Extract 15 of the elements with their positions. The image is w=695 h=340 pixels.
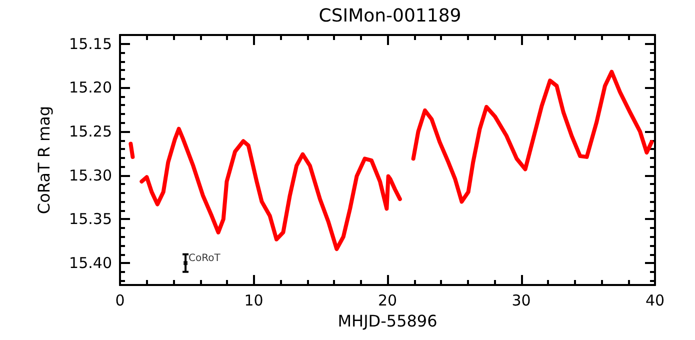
y-tick-label: 15.40 — [69, 254, 112, 272]
y-tick-label: 15.35 — [69, 210, 112, 228]
y-tick-label: 15.15 — [69, 34, 112, 53]
y-tick-label: 15.30 — [69, 166, 112, 184]
chart-title: CSIMon-001189 — [318, 6, 462, 26]
x-tick-label: 10 — [244, 292, 264, 310]
x-tick-label: 0 — [115, 292, 125, 310]
x-axis-title: MHJD-55896 — [338, 311, 438, 330]
x-tick-label: 30 — [512, 292, 531, 310]
y-tick-label: 15.25 — [69, 122, 112, 140]
x-tick-label: 40 — [645, 292, 665, 310]
annotation: CoRoT — [188, 253, 222, 264]
y-tick-label: 15.20 — [69, 78, 112, 97]
x-tick-label: 20 — [378, 292, 398, 310]
y-axis-title: CoRaT R mag — [34, 106, 54, 214]
